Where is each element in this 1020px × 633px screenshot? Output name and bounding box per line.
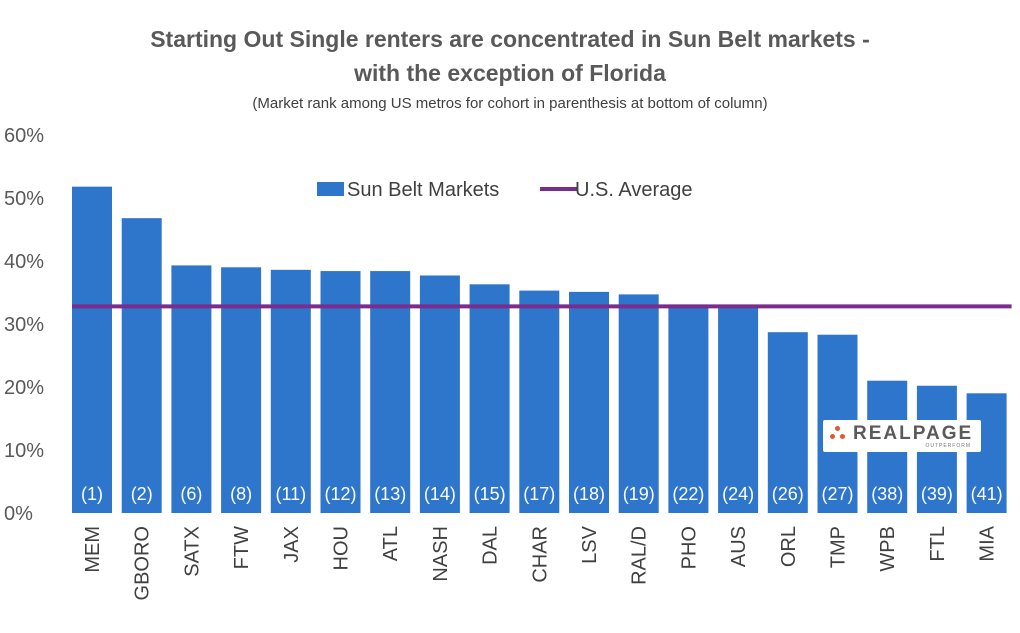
- bar-rank-label: (14): [424, 484, 456, 504]
- x-tick-label: LSV: [579, 525, 601, 563]
- x-tick-label: FTW: [231, 526, 253, 569]
- x-tick-label: MIA: [977, 525, 999, 561]
- bar: [370, 271, 411, 513]
- bar-rank-label: (41): [971, 484, 1003, 504]
- bar: [171, 265, 212, 513]
- bar: [221, 267, 262, 513]
- bar-rank-label: (11): [275, 484, 306, 504]
- chart-title-line1: Starting Out Single renters are concentr…: [150, 26, 870, 52]
- bar: [966, 393, 1007, 513]
- bar-rank-label: (22): [672, 484, 704, 504]
- bar-rank-label: (17): [523, 484, 555, 504]
- bar-rank-label: (27): [821, 484, 853, 504]
- x-tick-label: DAL: [480, 526, 502, 565]
- realpage-logo: REALPAGE OUTPERFORM: [823, 420, 981, 452]
- chart-title-line2: with the exception of Florida: [354, 60, 666, 86]
- bar: [668, 304, 709, 513]
- bar-rank-label: (15): [474, 484, 506, 504]
- x-tick-label: ATL: [380, 526, 402, 561]
- y-tick-label: 40%: [4, 251, 44, 273]
- y-tick-label: 20%: [4, 377, 44, 399]
- x-tick-label: PHO: [678, 526, 700, 569]
- bar-rank-label: (2): [131, 484, 153, 504]
- x-tick-label: CHAR: [529, 526, 551, 583]
- bar-rank-label: (24): [722, 484, 754, 504]
- y-tick-label: 10%: [4, 440, 44, 462]
- bar-rank-label: (13): [374, 484, 406, 504]
- bar-rank-label: (18): [573, 484, 605, 504]
- bar: [569, 291, 609, 513]
- logo-tagline: OUTPERFORM: [925, 443, 971, 449]
- x-tick-label: AUS: [728, 526, 750, 567]
- y-tick-label: 60%: [4, 125, 44, 147]
- logo-text: REALPAGE: [853, 423, 974, 444]
- bar-rank-label: (39): [921, 484, 953, 504]
- bar-rank-label: (19): [623, 484, 655, 504]
- bar-rank-label: (26): [772, 484, 804, 504]
- y-tick-label: 30%: [4, 314, 44, 336]
- x-tick-label: FTL: [927, 526, 949, 562]
- bar: [469, 284, 510, 513]
- bar-rank-label: (1): [81, 484, 103, 504]
- bar: [718, 305, 759, 513]
- x-tick-label: SATX: [181, 526, 203, 577]
- x-tick-label: TMP: [828, 526, 850, 568]
- bar: [270, 269, 311, 513]
- y-tick-label: 50%: [4, 188, 44, 210]
- bar-rank-label: (12): [324, 484, 356, 504]
- bar-rank-label: (38): [871, 484, 903, 504]
- legend-swatch-sun-belt: [317, 182, 344, 196]
- y-tick-label: 0%: [4, 503, 33, 525]
- x-tick-label: HOU: [331, 526, 353, 570]
- legend-label-us-average: U.S. Average: [575, 179, 692, 201]
- legend-label-sun-belt: Sun Belt Markets: [347, 179, 499, 201]
- x-tick-label: JAX: [281, 526, 303, 563]
- chart-subtitle: (Market rank among US metros for cohort …: [252, 95, 768, 112]
- x-tick-label: GBORO: [132, 526, 154, 600]
- bar: [618, 294, 659, 513]
- x-tick-label: NASH: [430, 526, 452, 582]
- x-tick-label: WPB: [877, 526, 899, 572]
- x-tick-label: ORL: [778, 526, 800, 567]
- bar-rank-label: (6): [180, 484, 202, 504]
- x-tick-label: RAL/D: [629, 526, 651, 585]
- bar-rank-label: (8): [230, 484, 252, 504]
- bar: [419, 275, 460, 513]
- x-tick-label: MEM: [82, 526, 104, 573]
- bar: [519, 290, 560, 513]
- bar: [767, 332, 808, 513]
- bar: [320, 271, 361, 513]
- bar: [72, 186, 112, 513]
- bar: [121, 218, 162, 513]
